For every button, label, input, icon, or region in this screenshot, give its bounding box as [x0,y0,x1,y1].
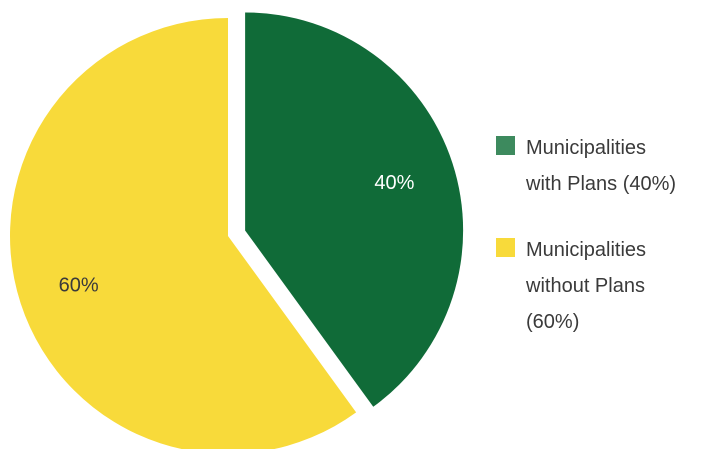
legend-swatch-with-plans [496,136,515,155]
pie-slice-without-plans[interactable] [10,18,357,449]
legend-label-without-plans: Municipalities without Plans (60%) [526,239,647,333]
slice-label-with-plans: 40% [374,172,414,194]
legend-item-without-plans[interactable]: Municipalities without Plans (60%) [496,232,707,340]
legend-item-with-plans[interactable]: Municipalities with Plans (40%) [496,130,707,202]
legend-label-with-plans: Municipalities with Plans (40%) [526,137,677,195]
legend: Municipalities with Plans (40%) Municipa… [496,130,707,370]
slice-label-without-plans: 60% [59,275,99,297]
pie-slice-with-plans[interactable] [245,12,464,407]
legend-swatch-without-plans [496,238,515,257]
pie-chart: 40% 60% [10,12,464,449]
